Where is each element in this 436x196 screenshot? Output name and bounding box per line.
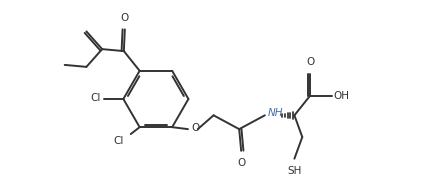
Text: Cl: Cl [90,93,101,103]
Text: O: O [237,158,245,168]
Text: O: O [121,13,129,23]
Text: NH: NH [268,108,283,118]
Text: OH: OH [334,91,350,101]
Text: O: O [306,57,314,67]
Text: O: O [191,123,199,133]
Text: SH: SH [287,166,302,176]
Text: Cl: Cl [113,136,124,146]
